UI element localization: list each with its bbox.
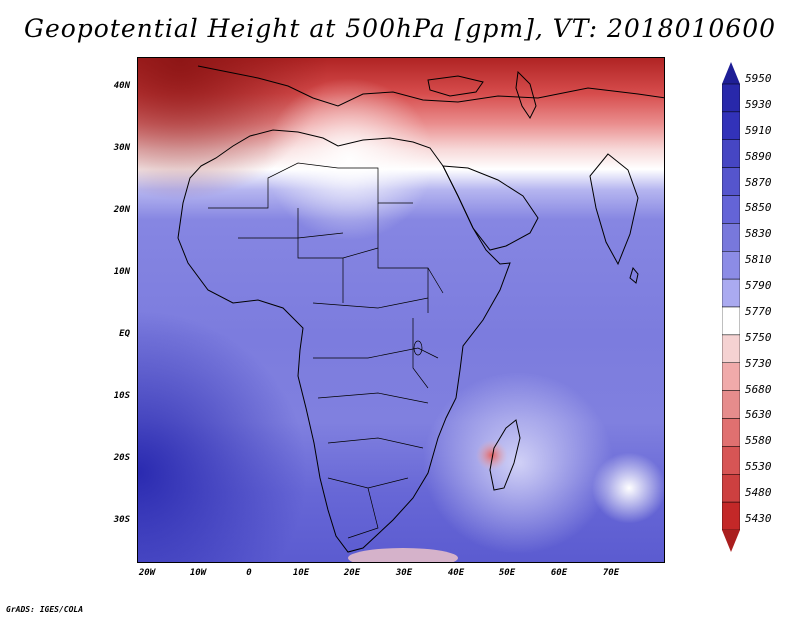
- colorbar-label: 5770: [745, 304, 772, 318]
- colorbar-segment: [722, 334, 740, 363]
- colorbar-segment: [722, 111, 740, 140]
- colorbar: [722, 62, 740, 552]
- lat-label: 30S: [113, 515, 130, 525]
- lat-label: 10N: [113, 267, 130, 277]
- colorbar-label: 5850: [745, 201, 772, 215]
- grads-credit: GrADS: IGES/COLA: [6, 605, 84, 614]
- colorbar-label: 5680: [745, 382, 772, 396]
- colorbar-segment: [722, 390, 740, 419]
- lat-label: EQ: [119, 329, 130, 339]
- colorbar-segment: [722, 362, 740, 391]
- colorbar-segment: [722, 251, 740, 280]
- lon-label: 20W: [138, 568, 156, 578]
- lat-label: 10S: [113, 391, 130, 401]
- lon-label: 40E: [447, 568, 465, 578]
- colorbar-label: 5890: [745, 149, 772, 163]
- colorbar-segment: [722, 278, 740, 308]
- colorbar-segment: [722, 223, 740, 252]
- colorbar-segment: [722, 167, 740, 196]
- colorbar-label: 5910: [745, 123, 772, 137]
- colorbar-label: 5530: [745, 460, 772, 474]
- lon-label: 10E: [292, 568, 310, 578]
- colorbar-segment: [722, 306, 740, 336]
- colorbar-segment: [722, 418, 740, 447]
- colorbar-segment: [722, 446, 740, 475]
- colorbar-label: 5750: [745, 330, 772, 344]
- lon-label: 20E: [343, 568, 361, 578]
- colorbar-label: 5950: [745, 72, 772, 85]
- lon-label: 30E: [395, 568, 413, 578]
- colorbar-label: 5730: [745, 356, 772, 370]
- lat-label: 20S: [113, 453, 130, 463]
- lon-label: 70E: [602, 568, 620, 578]
- colorbar-segment: [722, 474, 740, 503]
- lon-label: 0: [246, 568, 252, 578]
- colorbar-segment: [722, 139, 740, 168]
- lat-label: 40N: [113, 81, 130, 91]
- colorbar-segment: [722, 501, 740, 531]
- lon-label: 10W: [189, 568, 207, 578]
- country-borders: [208, 162, 444, 539]
- colorbar-top-arrow: [722, 62, 740, 84]
- map-panel: [137, 57, 665, 563]
- colorbar-segment: [722, 195, 740, 224]
- colorbar-bottom-arrow: [722, 530, 740, 552]
- colorbar-label: 5480: [745, 486, 772, 500]
- colorbar-label: 5430: [745, 512, 772, 525]
- colorbar-label: 5790: [745, 279, 772, 293]
- colorbar-segment: [722, 83, 740, 113]
- geopotential-field: [138, 58, 664, 562]
- coastlines: [177, 65, 664, 553]
- lat-label: 20N: [113, 205, 130, 215]
- colorbar-label: 5830: [745, 227, 772, 241]
- map-title: Geopotential Height at 500hPa [gpm], VT:…: [23, 14, 777, 43]
- lon-label: 60E: [550, 568, 568, 578]
- lat-label: 30N: [113, 143, 130, 153]
- colorbar-label: 5580: [745, 434, 772, 448]
- colorbar-label: 5630: [745, 408, 772, 422]
- lon-label: 50E: [498, 568, 516, 578]
- colorbar-label: 5870: [745, 175, 772, 189]
- colorbar-label: 5810: [745, 253, 772, 267]
- colorbar-label: 5930: [745, 97, 772, 111]
